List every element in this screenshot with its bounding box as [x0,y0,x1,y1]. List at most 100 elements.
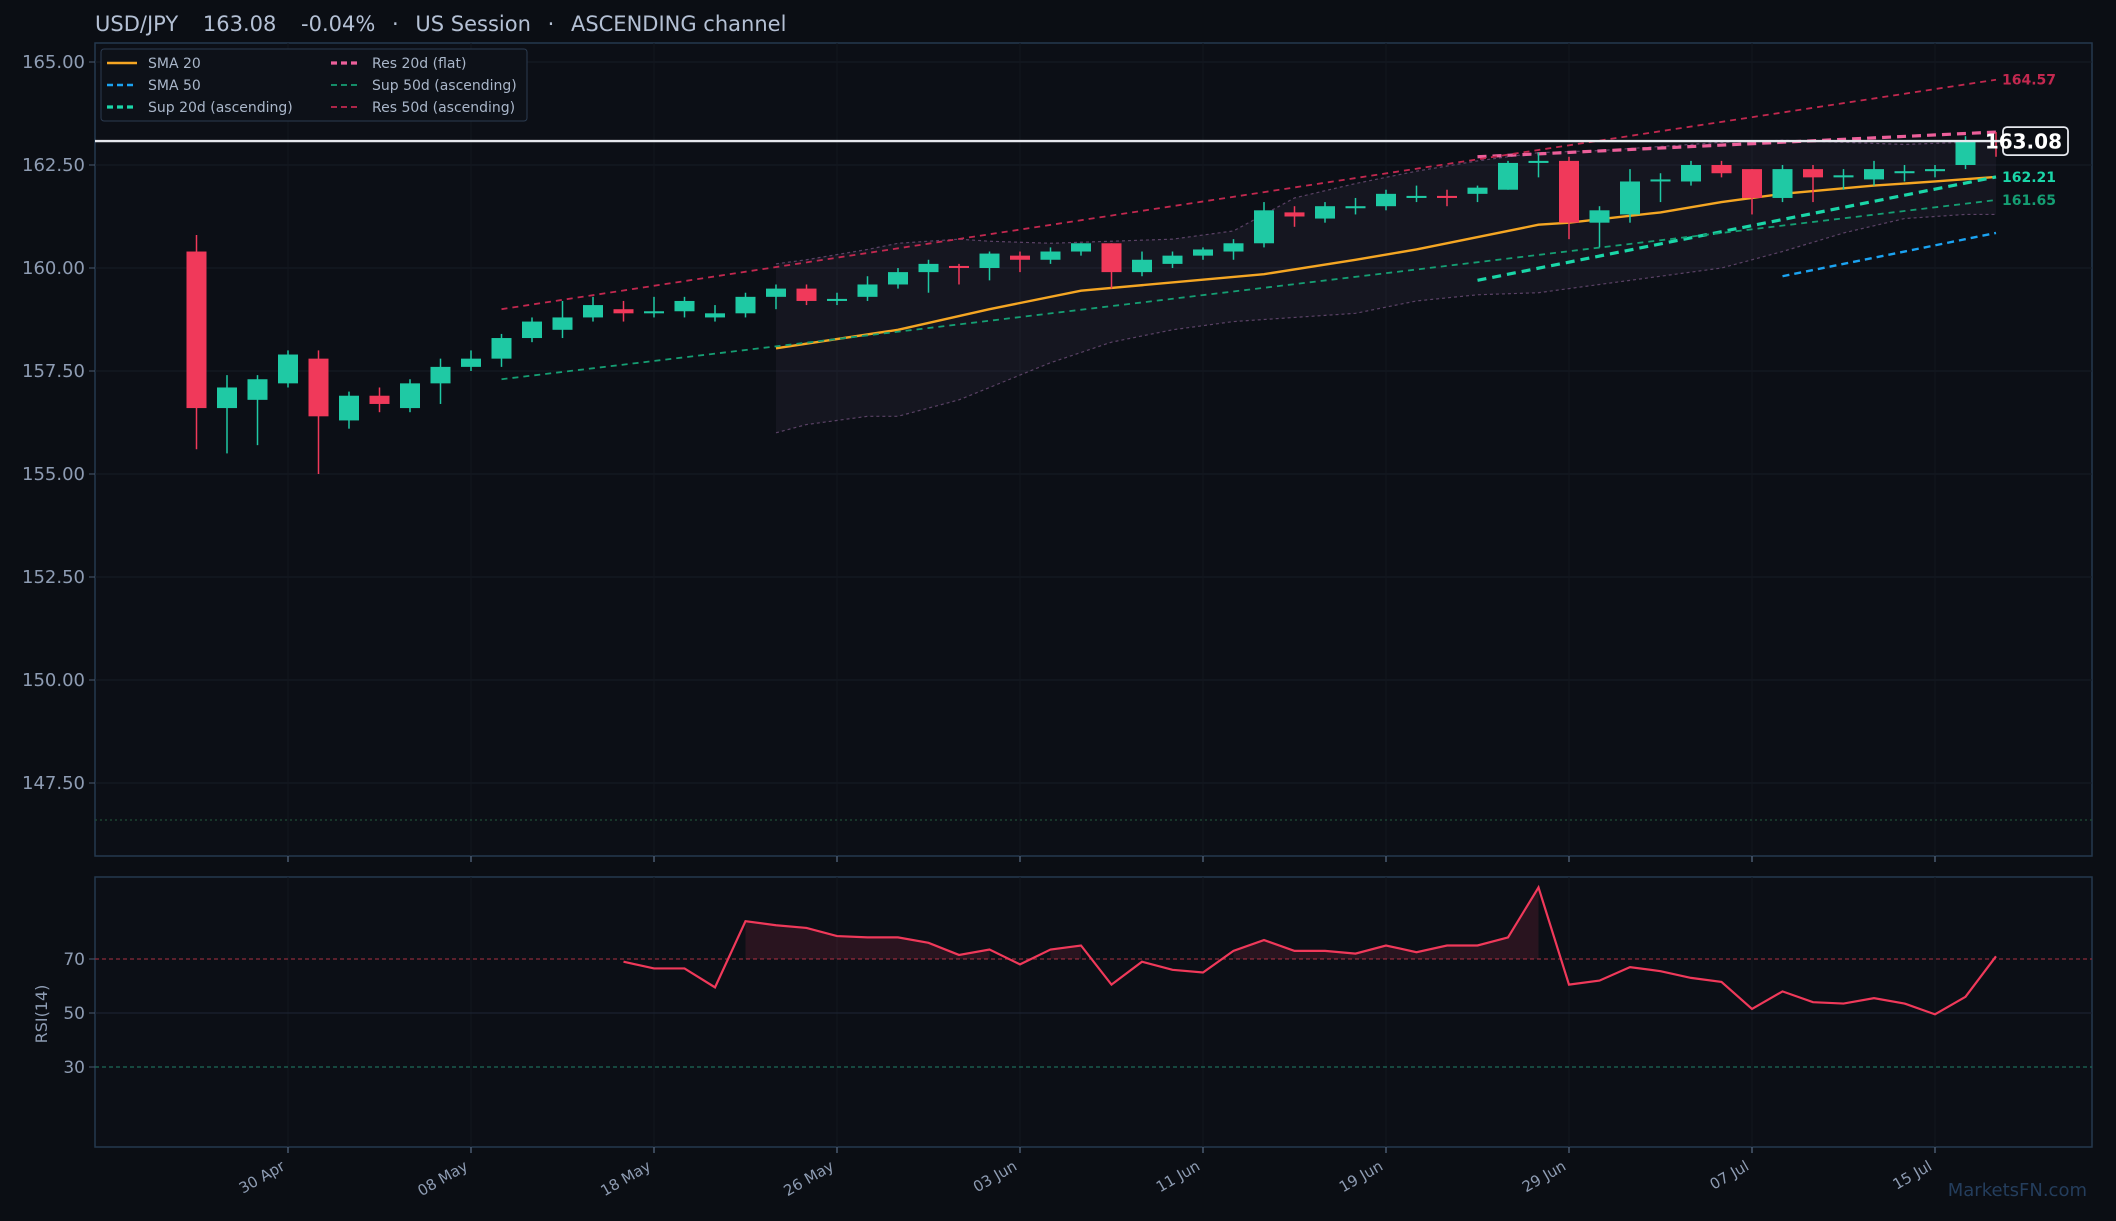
candle-body [1071,243,1091,252]
candles [186,132,2006,474]
bear-candle [1711,160,1732,178]
candle-body [1864,169,1884,180]
legend-label: Res 20d (flat) [372,56,466,72]
band-upper-line [775,139,1997,265]
band-fill [776,140,1996,433]
header-separator-1: · [392,12,399,36]
candle-body [1925,169,1945,172]
bull-candle [1620,169,1640,223]
candle-body [1467,187,1488,194]
rsi-tick-label: 70 [63,950,85,970]
candle-body [552,317,573,330]
price-tick-label: 160.00 [22,258,85,279]
bear-candle [796,284,817,306]
legend-box [100,48,528,122]
legend-item: SMA 50 [107,78,201,94]
bull-candle [918,259,939,293]
bull-candle [1894,165,1915,182]
session-label: US Session [415,12,531,36]
candle-body [705,313,725,318]
candle-body [247,379,268,400]
bull-candle [1406,185,1427,203]
bull-candle [461,350,481,371]
level-label: 161.65 [2002,193,2056,209]
rsi-panel: 70 50 30 RSI(14) [32,876,2093,1148]
bull-candle [1467,185,1488,203]
res-20d-flat-line [1477,130,1997,159]
bull-candle [1223,239,1244,260]
legend-label: Res 50d (ascending) [372,100,515,116]
bear-candle [369,387,390,413]
candle-body [918,263,939,273]
bull-candle [1650,173,1671,203]
legend-label: SMA 20 [148,56,201,72]
legend-label: Sup 20d (ascending) [148,100,293,116]
rsi-line [623,884,1997,1016]
candle-body [1528,160,1549,163]
bear-candle [1437,189,1457,207]
bear-candle [1559,156,1579,240]
bear-candle [308,350,329,474]
candle-body [949,265,969,268]
rsi-axis-label: RSI(14) [32,985,51,1044]
candle-body [1162,255,1183,264]
legend-label: Sup 50d (ascending) [372,78,517,94]
price-tick-label: 150.00 [22,670,85,691]
candle-body [1498,162,1518,190]
candle-body [369,395,390,404]
price-axis: 165.00 162.50 160.00 157.50 155.00 152.50 150.… [22,52,95,794]
level-label: 164.57 [2002,73,2056,89]
bear-candle [613,300,634,322]
candle-body [278,354,298,384]
change-label: -0.04% [301,12,375,36]
bull-candle [857,276,878,301]
legend-item: Sup 50d (ascending) [331,78,517,94]
bull-candle [766,284,786,310]
bull-candle [1376,189,1396,211]
bull-candle [491,333,512,367]
right-level-labels: 164.57 162.21 161.65 [2002,73,2056,209]
candle-body [766,288,786,297]
bull-candle [1681,160,1701,186]
candle-body [583,305,603,318]
candle-body [1650,179,1671,182]
bear-candle [1803,165,1823,203]
channel-band [775,139,1997,434]
chart-legend: SMA 20 Res 20d (flat) SMA 50 Sup 50d (ascen… [100,48,528,122]
price-tick-label: 152.50 [22,567,85,588]
legend-item: SMA 20 [107,56,201,72]
rsi-axis: 70 50 30 [63,950,95,1078]
bull-candle [1345,197,1366,215]
bull-candle [552,300,573,339]
candle-body [1742,169,1762,198]
bear-candle [186,235,207,450]
watermark: MarketsFN.com [1948,1180,2087,1201]
bull-candle [735,292,756,318]
candle-body [1406,195,1427,198]
bull-candle [705,305,725,322]
legend-item: Res 20d (flat) [331,56,466,72]
bear-candle [1284,206,1305,227]
price-tick-label: 157.50 [22,361,85,382]
bull-candle [1498,160,1518,190]
bull-candle [1772,165,1793,203]
bull-candle [1864,160,1884,186]
candle-body [1955,140,1976,165]
candle-body [1437,195,1457,198]
bull-candle [1589,206,1610,248]
bull-candle [1315,202,1335,223]
bear-candle [1010,251,1030,273]
last-price-label: 163.08 [1985,130,2062,154]
candle-body [796,288,817,301]
bull-candle [1528,152,1549,178]
bull-candle [400,379,420,413]
candle-body [461,358,481,367]
legend-label: SMA 50 [148,78,201,94]
candle-body [857,284,878,297]
candle-body [674,300,695,312]
candle-body [1040,251,1061,260]
bull-candle [1193,247,1213,260]
candle-body [1589,210,1610,223]
